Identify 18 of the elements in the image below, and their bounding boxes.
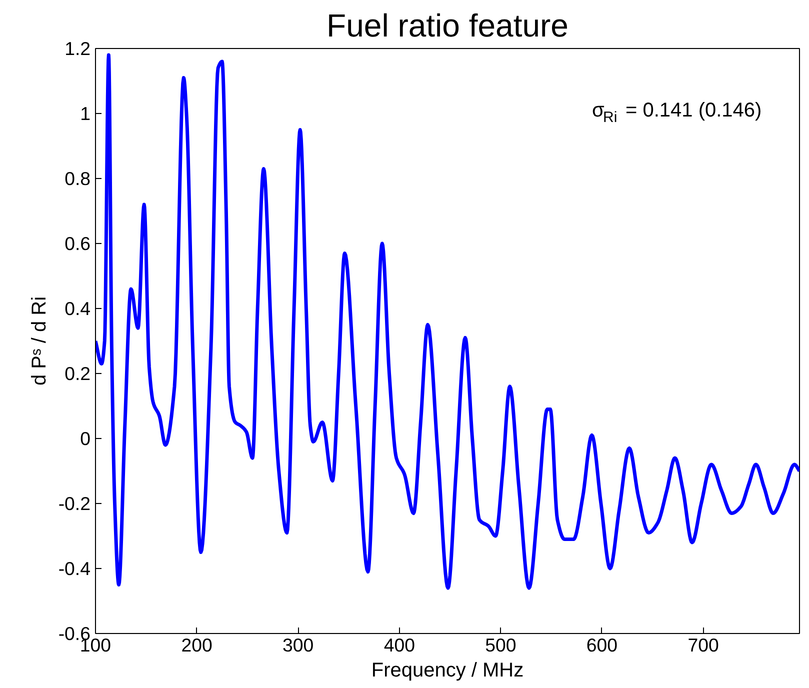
y-tick-label: 0.8	[64, 168, 91, 189]
x-tick-label: 200	[181, 634, 212, 656]
y-tick-label: 0.2	[64, 363, 91, 384]
x-tick-label: 500	[485, 634, 516, 656]
y-tick-label: -0.4	[58, 558, 91, 579]
x-tick-label: 700	[688, 634, 719, 656]
x-tick-label: 600	[586, 634, 618, 656]
y-tick-label: 0	[80, 428, 91, 449]
y-tick-label: 1.2	[64, 38, 91, 59]
y-tick-label: 0.6	[64, 233, 91, 254]
x-tick-label: 400	[384, 634, 415, 656]
y-axis-title: d Pˢ / d Ri	[28, 296, 50, 386]
chart-title: Fuel ratio feature	[326, 8, 568, 44]
y-tick-label: 1	[80, 103, 91, 124]
x-tick-label: 300	[282, 634, 314, 656]
y-tick-label: 0.4	[64, 298, 91, 319]
x-axis-title: Frequency / MHz	[371, 660, 524, 682]
y-tick-label: -0.2	[58, 493, 91, 514]
